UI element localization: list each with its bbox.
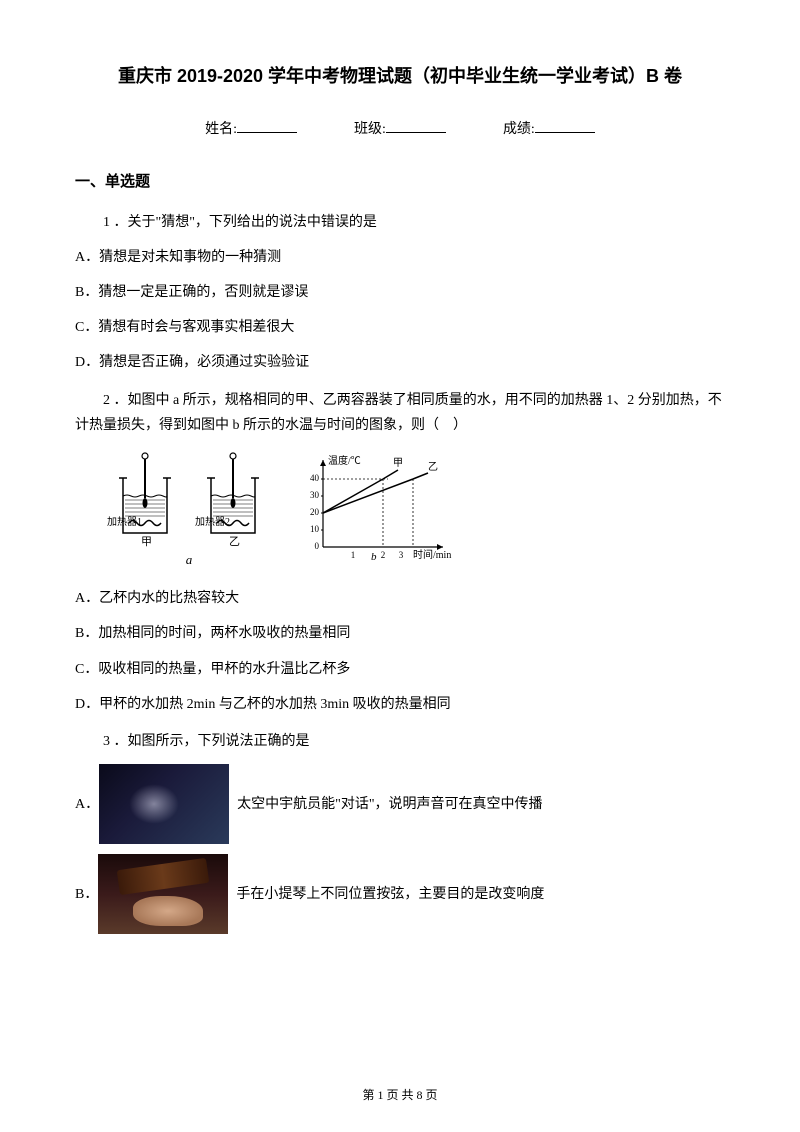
svg-text:时间/min: 时间/min [413, 548, 451, 561]
svg-text:3: 3 [399, 550, 404, 560]
svg-text:10: 10 [310, 524, 320, 534]
svg-text:2: 2 [381, 550, 386, 560]
violin-photo [98, 854, 228, 934]
svg-text:加热器2: 加热器2 [195, 515, 230, 528]
section-heading: 一、单选题 [75, 168, 725, 195]
chart-group: 温度/℃ 时间/min 0 10 20 30 40 1 2 3 [293, 452, 453, 571]
class-blank [386, 117, 446, 133]
q3-b-label: B． [75, 882, 98, 907]
name-label: 姓名: [205, 122, 237, 137]
question-1: 1 ．关于"猜想"，下列给出的说法中错误的是 A．猜想是对未知事物的一种猜测 B… [75, 210, 725, 376]
q1-option-d: D．猜想是否正确，必须通过实验验证 [75, 350, 725, 375]
q1-option-c: C．猜想有时会与客观事实相差很大 [75, 315, 725, 340]
q2-stem: 2 ．如图中 a 所示，规格相同的甲、乙两容器装了相同质量的水，用不同的加热器 … [75, 388, 725, 438]
svg-text:1: 1 [351, 550, 356, 560]
q2-figure-row: 加热器1 甲 加热器2 [105, 448, 725, 571]
score-label: 成绩: [503, 122, 535, 137]
q2-chart-svg: 温度/℃ 时间/min 0 10 20 30 40 1 2 3 [293, 452, 453, 562]
page-footer: 第 1 页 共 8 页 [0, 1085, 800, 1107]
question-2: 2 ．如图中 a 所示，规格相同的甲、乙两容器装了相同质量的水，用不同的加热器 … [75, 388, 725, 718]
q2-option-d: D．甲杯的水加热 2min 与乙杯的水加热 3min 吸收的热量相同 [75, 692, 725, 717]
q3-a-label: A． [75, 792, 99, 817]
svg-text:20: 20 [310, 507, 320, 517]
svg-text:加热器1: 加热器1 [107, 515, 142, 528]
class-label: 班级: [354, 122, 386, 137]
q1-option-b: B．猜想一定是正确的，否则就是谬误 [75, 280, 725, 305]
fig-a-label: a [105, 548, 273, 571]
svg-text:b: b [371, 551, 377, 562]
svg-text:甲: 甲 [393, 458, 403, 469]
q2-option-b: B．加热相同的时间，两杯水吸收的热量相同 [75, 621, 725, 646]
q2-option-a: A．乙杯内水的比热容较大 [75, 586, 725, 611]
q3-option-a: A． 太空中宇航员能"对话"，说明声音可在真空中传播 [75, 764, 725, 844]
svg-text:温度/℃: 温度/℃ [328, 454, 361, 467]
svg-text:乙: 乙 [229, 535, 240, 548]
astronaut-photo [99, 764, 229, 844]
q3-b-text: 手在小提琴上不同位置按弦，主要目的是改变响度 [236, 882, 544, 907]
name-blank [237, 117, 297, 133]
svg-text:30: 30 [310, 490, 320, 500]
q2-option-c: C．吸收相同的热量，甲杯的水升温比乙杯多 [75, 657, 725, 682]
beaker-2-svg: 加热器2 乙 [193, 448, 273, 548]
q3-a-text: 太空中宇航员能"对话"，说明声音可在真空中传播 [237, 792, 542, 817]
svg-text:甲: 甲 [141, 536, 152, 548]
svg-text:乙: 乙 [428, 461, 438, 473]
question-3: 3 ．如图所示，下列说法正确的是 A． 太空中宇航员能"对话"，说明声音可在真空… [75, 729, 725, 934]
info-line: 姓名: 班级: 成绩: [75, 117, 725, 142]
beaker-1-svg: 加热器1 甲 [105, 448, 185, 548]
q3-stem: 3 ．如图所示，下列说法正确的是 [75, 729, 725, 754]
q3-option-b: B． 手在小提琴上不同位置按弦，主要目的是改变响度 [75, 854, 725, 934]
svg-text:0: 0 [315, 541, 320, 551]
q1-option-a: A．猜想是对未知事物的一种猜测 [75, 245, 725, 270]
page-title: 重庆市 2019-2020 学年中考物理试题（初中毕业生统一学业考试）B 卷 [75, 60, 725, 92]
svg-text:40: 40 [310, 473, 320, 483]
beaker-group: 加热器1 甲 加热器2 [105, 448, 273, 571]
score-blank [535, 117, 595, 133]
q1-stem: 1 ．关于"猜想"，下列给出的说法中错误的是 [75, 210, 725, 235]
